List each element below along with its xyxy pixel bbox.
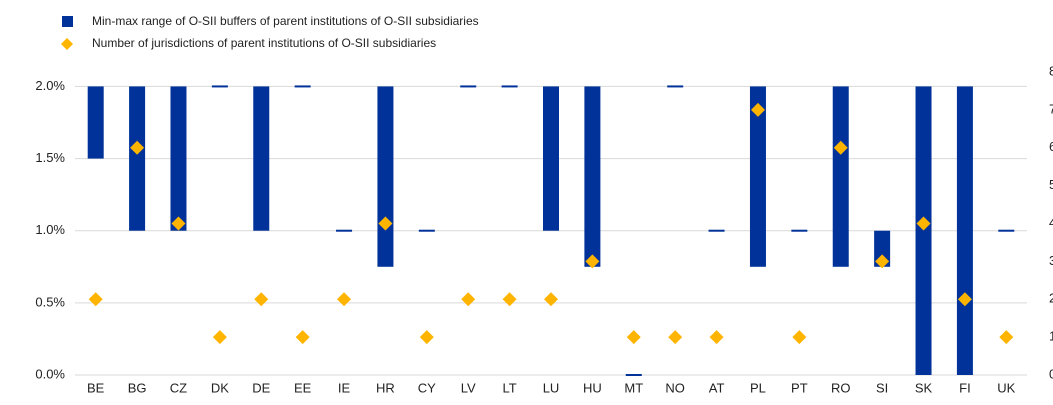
x-tick-label: BG: [128, 380, 147, 395]
diamond: [875, 254, 890, 269]
range-bar: [874, 230, 891, 267]
y2-tick-label: 6: [1049, 139, 1053, 154]
y2-tick-label: 8: [1049, 63, 1053, 78]
y-tick-label: 2.0%: [35, 78, 65, 93]
range-bar: [956, 86, 973, 375]
diamond: [378, 216, 393, 231]
diamond: [792, 330, 807, 345]
range-bar: [667, 85, 684, 88]
x-tick-label: DK: [211, 380, 229, 395]
range-bar: [501, 85, 518, 88]
x-tick-label: HU: [583, 380, 602, 395]
y2-tick-label: 7: [1049, 101, 1053, 116]
range-bar: [832, 86, 849, 267]
range-bar: [253, 86, 270, 231]
legend-label: Number of jurisdictions of parent instit…: [92, 36, 436, 50]
range-bar: [377, 86, 394, 267]
y-tick-label: 1.0%: [35, 222, 65, 237]
range-bar: [418, 229, 435, 232]
range-bar: [543, 86, 559, 231]
y-tick-label: 0.5%: [35, 294, 65, 309]
diamond: [668, 330, 683, 345]
range-bar: [336, 229, 353, 232]
diamond: [957, 292, 972, 307]
x-tick-label: HR: [376, 380, 395, 395]
x-tick-label: NO: [665, 380, 685, 395]
diamond: [419, 330, 434, 345]
y-tick-label: 0.0%: [35, 366, 65, 381]
range-bar: [211, 85, 228, 88]
legend-label: Min-max range of O-SII buffers of parent…: [92, 14, 479, 28]
range-bar: [708, 229, 725, 232]
x-tick-label: DE: [252, 380, 270, 395]
range-bar: [294, 85, 311, 88]
x-tick-label: LU: [543, 380, 560, 395]
diamond: [833, 140, 848, 155]
diamond: [999, 330, 1014, 345]
legend-swatch: [61, 38, 73, 50]
y-tick-label: 1.5%: [35, 150, 65, 165]
diamond: [750, 102, 765, 117]
x-tick-label: MT: [624, 380, 643, 395]
x-tick-label: PT: [791, 380, 808, 395]
x-tick-label: AT: [709, 380, 725, 395]
y2-tick-label: 1: [1049, 329, 1053, 344]
range-bar: [460, 85, 477, 88]
diamond: [626, 330, 641, 345]
diamond: [295, 330, 310, 345]
x-tick-label: CY: [418, 380, 436, 395]
y2-tick-label: 0: [1049, 366, 1053, 381]
x-tick-label: IE: [338, 380, 351, 395]
x-tick-label: SK: [915, 380, 933, 395]
x-tick-label: SI: [876, 380, 888, 395]
diamond: [337, 292, 352, 307]
x-tick-label: BE: [87, 380, 105, 395]
range-bar: [749, 86, 766, 267]
x-tick-label: RO: [831, 380, 851, 395]
x-tick-label: CZ: [170, 380, 187, 395]
diamond: [171, 216, 186, 231]
range-bar: [915, 86, 932, 375]
y2-tick-label: 3: [1049, 253, 1053, 268]
diamond: [585, 254, 600, 269]
range-bar: [129, 86, 146, 231]
range-bar: [170, 86, 187, 231]
diamond: [130, 140, 145, 155]
range-bar: [87, 86, 104, 159]
diamond: [88, 292, 103, 307]
range-bar: [625, 374, 642, 376]
x-tick-label: UK: [997, 380, 1015, 395]
diamond: [916, 216, 931, 231]
y2-tick-label: 4: [1049, 215, 1053, 230]
diamond: [212, 330, 227, 345]
x-tick-label: EE: [294, 380, 312, 395]
legend-swatch: [62, 16, 73, 27]
diamond: [502, 292, 517, 307]
x-tick-label: FI: [959, 380, 971, 395]
x-tick-label: PL: [750, 380, 766, 395]
range-bar: [998, 229, 1015, 232]
range-bar: [584, 86, 601, 267]
range-bar: [791, 229, 808, 232]
y2-tick-label: 5: [1049, 177, 1053, 192]
diamond: [544, 292, 558, 307]
diamond: [254, 292, 269, 307]
x-tick-label: LV: [461, 380, 476, 395]
y2-tick-label: 2: [1049, 291, 1053, 306]
x-tick-label: LT: [502, 380, 516, 395]
diamond: [461, 292, 476, 307]
diamond: [709, 330, 724, 345]
